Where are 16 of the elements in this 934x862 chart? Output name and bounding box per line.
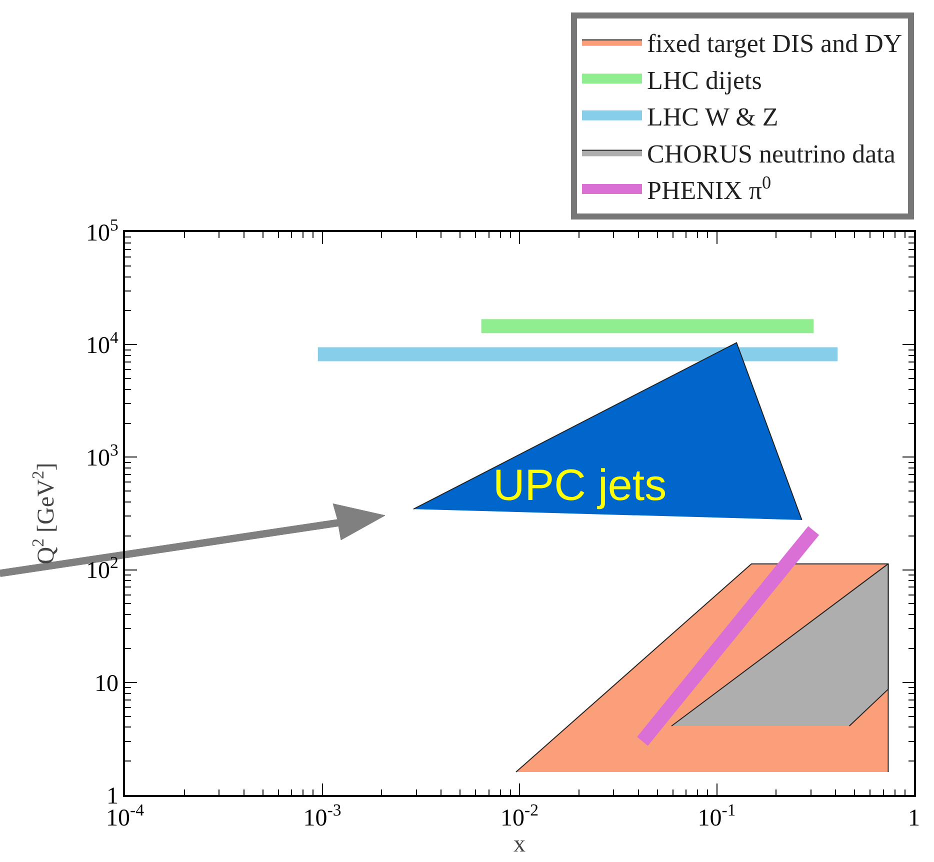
annotation: UPC jets [493,461,667,510]
legend-label: CHORUS neutrino data [647,139,896,168]
x-tick-label: 10$^{-1}$ [698,800,736,832]
legend-label: fixed target DIS and DY [647,28,902,58]
y-tick-label: 10$^{3}$ [86,440,118,472]
y-tick-label: 10$^{5}$ [86,215,118,246]
y-tick-label: 10$^{2}$ [86,553,118,584]
x-tick-label: 10$^{-2}$ [500,800,538,832]
y-tick-label: 10$^{4}$ [86,328,120,359]
x-tick-label: 10$^{-3}$ [303,800,342,832]
legend-label: LHC dijets [647,66,762,95]
x-tick-label: 1 [908,806,920,832]
legend-label: PHENIX π$^{0}$ [647,172,772,206]
x-axis-title: x [514,832,526,858]
legend-label: LHC W & Z [647,102,778,132]
y-tick-label: 10 [94,670,118,697]
